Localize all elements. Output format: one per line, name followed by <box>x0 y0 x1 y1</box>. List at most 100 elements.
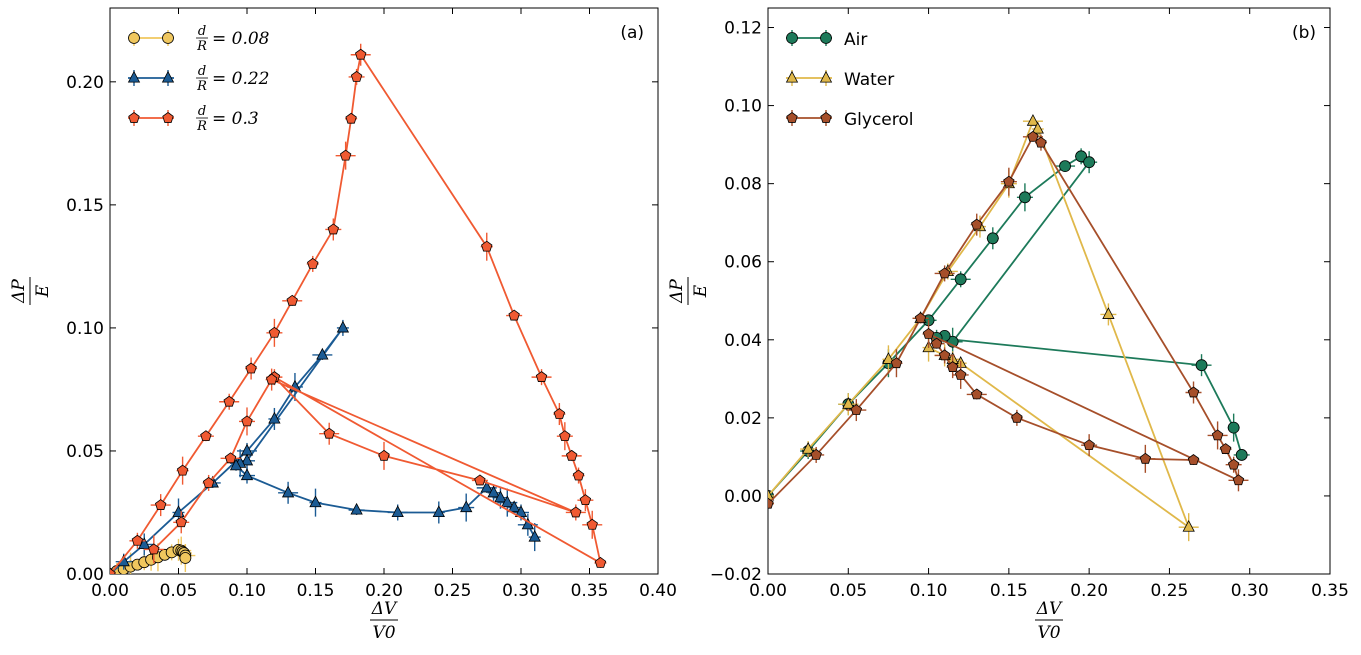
data-point <box>954 273 967 286</box>
data-point <box>494 490 507 503</box>
x-tick-label: 0.30 <box>502 581 540 601</box>
data-point <box>175 516 187 528</box>
y-tick-label: 0.10 <box>66 319 104 339</box>
data-point <box>229 458 243 471</box>
data-point <box>1195 359 1208 372</box>
y-tick-label: 0.04 <box>724 331 762 351</box>
series-line <box>110 52 602 574</box>
data-point <box>202 476 215 488</box>
data-point <box>1027 130 1039 142</box>
data-point <box>309 495 322 508</box>
data-point <box>432 505 445 518</box>
y-tick-label: −0.02 <box>710 565 762 585</box>
legend-marker <box>819 70 833 83</box>
data-point <box>327 223 340 235</box>
data-point <box>507 500 521 513</box>
data-point <box>1232 474 1245 486</box>
legend-frac-num: d <box>198 64 206 79</box>
x-axis-label-denominator: V0 <box>372 623 395 643</box>
x-tick-label: 0.35 <box>1311 581 1349 601</box>
data-point <box>1059 160 1071 172</box>
data-point <box>930 337 943 349</box>
data-point <box>842 397 855 409</box>
data-point <box>223 395 235 407</box>
legend-marker <box>127 70 141 83</box>
data-point <box>810 448 822 460</box>
y-axis-label-numerator: ΔP <box>9 279 29 304</box>
data-point <box>378 449 390 461</box>
data-point <box>1102 307 1115 319</box>
x-axis-label-denominator: V0 <box>1037 623 1060 643</box>
data-area <box>110 43 607 574</box>
data-point <box>1019 191 1031 204</box>
y-tick-label: 0.06 <box>724 253 762 273</box>
x-tick-label: 0.25 <box>434 581 472 601</box>
data-point <box>572 469 585 481</box>
data-point <box>1003 175 1015 187</box>
data-point <box>501 495 514 508</box>
y-axis-label-denominator: E <box>691 284 711 298</box>
panel-b: 0.00 0.05 0.10 0.15 0.20 0.25 0.30 0.35−0.020.0… <box>667 7 1349 643</box>
x-tick-label: 0.25 <box>1150 581 1188 601</box>
series-line <box>110 327 536 574</box>
data-point <box>268 411 281 424</box>
legend-marker <box>162 112 174 123</box>
x-axis-label: ΔV V0 <box>1035 599 1063 643</box>
x-tick-label: 0.40 <box>639 581 677 601</box>
data-point <box>579 494 592 506</box>
data-point <box>286 294 298 306</box>
data-point <box>1035 136 1047 148</box>
y-tick-label: 0.05 <box>66 442 104 462</box>
legend-frac-den: R <box>196 119 207 134</box>
legend-marker <box>162 32 174 44</box>
data-point <box>586 518 598 530</box>
y-axis-label: ΔP E <box>667 277 711 305</box>
data-point <box>954 368 967 380</box>
y-axis-label: ΔP E <box>9 277 53 305</box>
data-point <box>1211 429 1224 441</box>
data-point <box>971 218 983 230</box>
data-point <box>914 312 927 324</box>
x-tick-label: 0.20 <box>365 581 403 601</box>
y-axis-label-numerator: ΔP <box>667 279 687 304</box>
x-axis-label-numerator: ΔV <box>1036 599 1063 619</box>
data-point <box>323 427 335 439</box>
x-axis-label-numerator: ΔV <box>371 599 398 619</box>
data-point <box>245 362 257 374</box>
legend-label: = 0.08 <box>212 29 270 49</box>
series-line <box>768 155 1243 497</box>
x-tick-label: 0.20 <box>1070 581 1108 601</box>
x-tick-label: 0.15 <box>297 581 335 601</box>
data-point <box>1075 150 1088 163</box>
legend-frac-num: d <box>198 104 206 119</box>
data-point <box>565 449 578 461</box>
y-axis-label-denominator: E <box>33 284 53 298</box>
legend-marker <box>128 112 140 123</box>
data-point <box>350 502 363 515</box>
data-point <box>240 453 254 466</box>
data-point <box>1235 449 1248 461</box>
series-2 <box>768 130 1249 509</box>
legend-label: = 0.22 <box>212 69 270 89</box>
data-point <box>281 485 295 498</box>
data-point <box>1219 443 1232 454</box>
x-tick-label: 0.15 <box>990 581 1028 601</box>
data-point <box>1182 519 1195 532</box>
series-line <box>768 119 1191 530</box>
plot-frame <box>767 7 1331 575</box>
data-point <box>1187 454 1200 465</box>
legend-label: Water <box>844 70 894 90</box>
y-tick-label: 0.10 <box>724 97 762 117</box>
data-point <box>508 309 520 321</box>
legend-marker <box>128 32 140 44</box>
data-point <box>570 506 582 518</box>
data-point <box>1187 386 1200 398</box>
data-point <box>336 320 350 333</box>
y-tick-label: 0.02 <box>724 409 762 429</box>
data-point <box>481 240 493 252</box>
legend-frac-den: R <box>196 39 207 54</box>
data-point <box>131 534 144 546</box>
data-point <box>1083 439 1095 451</box>
